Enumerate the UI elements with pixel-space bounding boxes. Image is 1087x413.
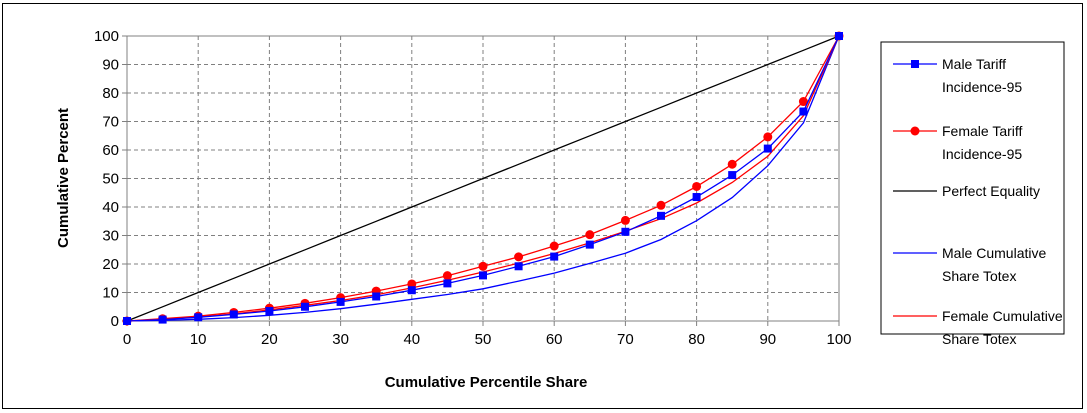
legend-label: Female Cumulative xyxy=(942,308,1063,324)
x-tick-label: 10 xyxy=(190,331,207,348)
male-tariff-incidence-95-point xyxy=(728,171,737,180)
legend-item-female-cumulative-share-totex: Female Cumulative Share Totex xyxy=(893,308,1063,347)
legend-item-female-tariff-incidence-95: Female Tariff Incidence-95 xyxy=(893,123,1023,162)
x-tick-label: 20 xyxy=(261,331,278,348)
x-tick-label: 80 xyxy=(688,331,705,348)
y-axis-label: Cumulative Percent xyxy=(55,108,72,248)
y-tick-label: 30 xyxy=(102,228,119,245)
male-tariff-incidence-95-point xyxy=(763,144,772,153)
male-tariff-incidence-95-point xyxy=(835,32,843,40)
male-tariff-incidence-95-point xyxy=(123,317,131,325)
y-tick-label: 90 xyxy=(102,57,119,74)
male-tariff-incidence-95-point xyxy=(407,286,416,295)
x-axis-label: Cumulative Percentile Share xyxy=(385,374,588,391)
male-cumulative-share-totex-line xyxy=(126,35,840,322)
y-tick-label: 70 xyxy=(102,114,119,131)
male-tariff-incidence-95-point xyxy=(621,227,630,236)
male-tariff-incidence-95-point xyxy=(194,313,203,322)
legend-label: Share Totex xyxy=(942,331,1016,347)
female-tariff-incidence-95-point xyxy=(798,97,808,107)
female-tariff-incidence-95-point xyxy=(727,159,737,169)
y-tick-label: 80 xyxy=(102,85,119,102)
male-tariff-incidence-95-point xyxy=(692,193,701,202)
legend-label: Female Tariff xyxy=(942,123,1023,139)
perfect-equality-line xyxy=(126,35,840,322)
x-tick-label: 90 xyxy=(759,331,776,348)
x-tick-label: 30 xyxy=(332,331,349,348)
male-tariff-incidence-95-point xyxy=(514,262,523,271)
x-tick-label: 0 xyxy=(123,331,131,348)
legend-item-perfect-equality: Perfect Equality xyxy=(893,183,1040,199)
x-tick-label: 40 xyxy=(403,331,420,348)
female-tariff-incidence-95-point xyxy=(407,279,417,289)
legend-item-male-tariff-incidence-95: Male Tariff Incidence-95 xyxy=(893,56,1022,95)
male-tariff-incidence-95-point xyxy=(336,297,345,306)
legend-box xyxy=(880,41,1065,335)
y-tick-label: 50 xyxy=(102,171,119,188)
x-tick-label: 50 xyxy=(475,331,492,348)
x-axis-ticks: 0 10 20 30 40 50 60 70 80 90 100 xyxy=(123,321,852,348)
male-tariff-incidence-95-point xyxy=(479,271,487,280)
x-tick-label: 60 xyxy=(546,331,563,348)
female-tariff-incidence-95-point xyxy=(514,252,524,262)
y-tick-label: 10 xyxy=(102,285,119,302)
y-tick-label: 60 xyxy=(102,142,119,159)
legend-label: Male Cumulative xyxy=(942,245,1046,261)
y-axis-ticks: 0 10 20 30 40 50 60 70 80 90 100 xyxy=(94,28,127,330)
male-tariff-incidence-95-point xyxy=(799,107,808,116)
male-tariff-incidence-95-point xyxy=(550,252,559,261)
y-tick-label: 40 xyxy=(102,199,119,216)
x-tick-label: 70 xyxy=(617,331,634,348)
male-tariff-incidence-95-point xyxy=(158,315,167,324)
female-tariff-incidence-95-point xyxy=(585,230,595,240)
legend-swatch-marker xyxy=(910,126,920,136)
male-cumulative-share-totex-series xyxy=(126,35,840,322)
x-tick-label: 100 xyxy=(826,331,851,348)
legend-item-male-cumulative-share-totex: Male Cumulative Share Totex xyxy=(893,245,1046,284)
male-tariff-incidence-95-point xyxy=(301,302,309,311)
male-tariff-incidence-95-series xyxy=(123,32,843,325)
male-tariff-incidence-95-point xyxy=(229,310,238,319)
legend-label: Perfect Equality xyxy=(942,183,1040,199)
perfect-equality-series xyxy=(126,35,840,322)
legend-label: Incidence-95 xyxy=(942,79,1022,95)
y-tick-label: 20 xyxy=(102,256,119,273)
y-tick-label: 0 xyxy=(111,313,119,330)
legend-label: Incidence-95 xyxy=(942,146,1022,162)
male-tariff-incidence-95-point xyxy=(372,292,381,301)
female-tariff-incidence-95-point xyxy=(442,271,452,281)
female-tariff-incidence-95-point xyxy=(620,215,630,225)
female-tariff-incidence-95-point xyxy=(656,200,666,210)
female-tariff-incidence-95-point xyxy=(763,132,773,142)
female-tariff-incidence-95-point xyxy=(692,181,702,191)
legend-label: Male Tariff xyxy=(942,56,1006,72)
legend: Male Tariff Incidence-95 Female Tariff Inci… xyxy=(893,56,1063,347)
legend-swatch-marker xyxy=(911,60,919,68)
female-tariff-incidence-95-point xyxy=(478,261,488,271)
male-tariff-incidence-95-point xyxy=(657,211,665,220)
y-tick-label: 100 xyxy=(94,28,119,45)
series-group xyxy=(122,31,844,326)
legend-label: Share Totex xyxy=(942,268,1016,284)
male-tariff-incidence-95-point xyxy=(443,279,452,288)
male-tariff-incidence-95-point xyxy=(585,240,594,249)
female-tariff-incidence-95-point xyxy=(549,241,559,251)
male-tariff-incidence-95-point xyxy=(265,307,274,316)
